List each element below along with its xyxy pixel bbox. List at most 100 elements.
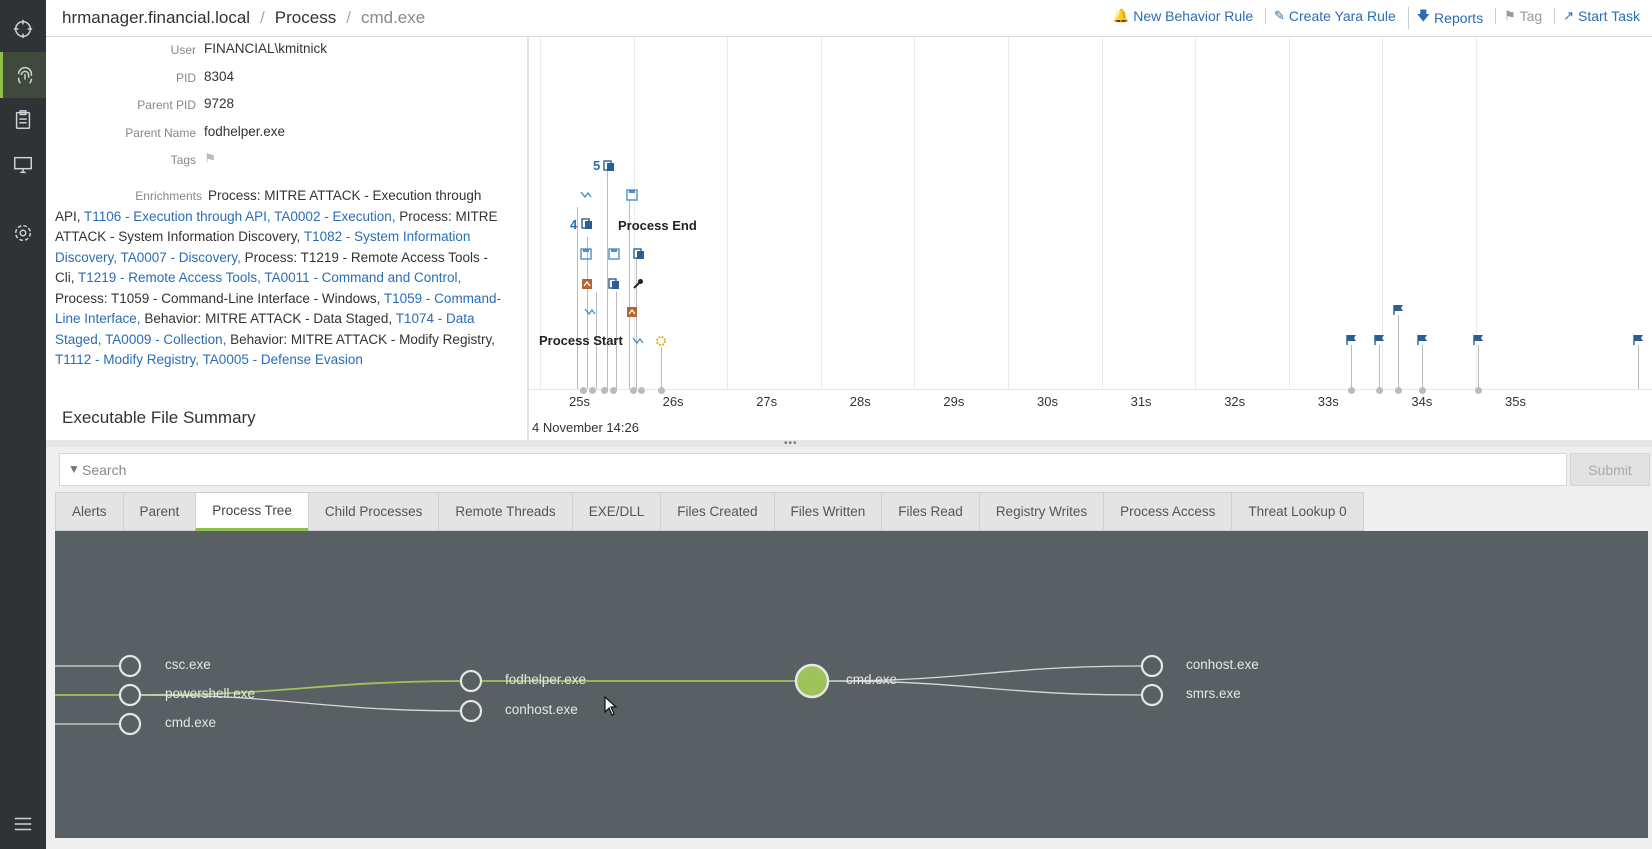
tag-button[interactable]: ⚑ Tag	[1494, 8, 1542, 24]
tab-files-created[interactable]: Files Created	[660, 492, 774, 531]
wrench-icon[interactable]	[632, 277, 644, 289]
search-input[interactable]	[82, 454, 1552, 485]
download-icon: 🡇	[1416, 8, 1431, 23]
tree-node-label[interactable]: fodhelper.exe	[505, 672, 587, 687]
event-count[interactable]: 4	[570, 217, 578, 232]
event-timeline[interactable]: 25s 26s 27s 28s 29s 30s 31s 32s 33s 34s 35s 5 4 Pr…	[529, 37, 1652, 440]
tab-files-written[interactable]: Files Written	[773, 492, 882, 531]
save-icon[interactable]	[608, 247, 620, 260]
flag-icon[interactable]	[1345, 333, 1357, 345]
flag-icon[interactable]	[1392, 303, 1404, 315]
enrichment-text: Behavior: MITRE ATTACK - Data Staged,	[144, 311, 393, 326]
enrichment-text: Process: T1219 - Remote Access Tools - C…	[55, 249, 488, 286]
submit-button[interactable]: Submit	[1570, 453, 1650, 486]
start-task-button[interactable]: ↗ Start Task	[1554, 8, 1640, 24]
event-dot[interactable]	[601, 387, 608, 394]
timeline-gridline	[633, 37, 635, 389]
tree-edge	[826, 680, 1144, 696]
process-tree[interactable]: csc.exe powershell.exe cmd.exe fodhelper…	[55, 531, 1648, 838]
flag-icon[interactable]	[1416, 333, 1428, 345]
tab-process-access[interactable]: Process Access	[1103, 492, 1232, 531]
enrichment-link[interactable]: T1112 - Modify Registry,	[55, 352, 200, 367]
panel-splitter[interactable]	[527, 37, 529, 440]
tab-remote-threads[interactable]: Remote Threads	[438, 492, 572, 531]
event-dot[interactable]	[1376, 387, 1383, 394]
event-dot[interactable]	[1419, 387, 1426, 394]
page-header: hrmanager.financial.local / Process / cmd.ex…	[46, 0, 1652, 37]
monitor-icon[interactable]	[0, 142, 46, 188]
tab-registry-writes[interactable]: Registry Writes	[978, 492, 1104, 531]
network-icon[interactable]	[632, 334, 644, 346]
enrichment-link[interactable]: TA0007 - Discovery,	[120, 249, 241, 265]
timeline-tick-label: 27s	[756, 394, 778, 409]
tree-node-label[interactable]: cmd.exe	[846, 672, 898, 687]
event-dot[interactable]	[1348, 387, 1355, 394]
menu-icon[interactable]	[0, 801, 46, 847]
event-dot[interactable]	[580, 387, 587, 394]
tree-node-label[interactable]: cmd.exe	[165, 715, 217, 730]
tab-parent[interactable]: Parent	[122, 492, 196, 531]
event-dot[interactable]	[1395, 387, 1402, 394]
new-behavior-rule-button[interactable]: 🔔 New Behavior Rule	[1113, 8, 1253, 24]
enrichment-link[interactable]: T1074 - Data Staged,	[55, 311, 475, 347]
tag-icon[interactable]: ⚑	[204, 151, 217, 166]
tab-process-tree[interactable]: Process Tree	[195, 492, 308, 531]
gear-icon[interactable]	[655, 334, 667, 346]
file-icon[interactable]	[603, 159, 615, 171]
event-dot[interactable]	[630, 387, 637, 394]
enrichment-link[interactable]: TA0002 - Execution,	[274, 208, 396, 224]
tree-node-label[interactable]: powershell.exe	[165, 686, 256, 701]
clipboard-icon[interactable]	[0, 97, 46, 143]
enrichment-link[interactable]: T1082 - System Information Discovery,	[55, 229, 471, 265]
save-icon[interactable]	[626, 188, 638, 201]
gear-icon[interactable]	[0, 210, 46, 256]
create-yara-rule-button[interactable]: ✎ Create Yara Rule	[1265, 8, 1396, 24]
breadcrumb-separator: /	[346, 8, 351, 27]
registry-icon[interactable]	[581, 277, 593, 289]
crosshair-icon[interactable]	[0, 6, 46, 52]
tree-node-label[interactable]: smrs.exe	[1186, 686, 1241, 701]
enrichment-link[interactable]: TA0009 - Collection,	[105, 331, 227, 347]
event-dot[interactable]	[638, 387, 645, 394]
file-icon[interactable]	[608, 277, 620, 289]
flag-icon[interactable]	[1373, 333, 1385, 345]
panel-resize-handle[interactable]: •••	[46, 438, 1652, 449]
save-icon[interactable]	[580, 247, 592, 260]
reports-button[interactable]: 🡇 Reports	[1407, 7, 1483, 29]
tree-node-label[interactable]: conhost.exe	[1186, 657, 1259, 672]
event-count[interactable]: 5	[593, 158, 601, 173]
tab-exe-dll[interactable]: EXE/DLL	[571, 492, 661, 531]
breadcrumb-section[interactable]: Process	[274, 8, 337, 27]
event-dot[interactable]	[1475, 387, 1482, 394]
enrichment-link[interactable]: T1059 - Command-Line Interface,	[55, 290, 501, 327]
enrichment-link[interactable]: T1219 - Remote Access Tools,	[78, 270, 261, 285]
tab-files-read[interactable]: Files Read	[881, 492, 979, 531]
event-stem	[596, 292, 597, 389]
tree-node-selected	[794, 663, 830, 699]
tree-node	[459, 669, 483, 693]
file-icon[interactable]	[581, 217, 593, 229]
grip-icon[interactable]: •••	[784, 438, 798, 449]
tree-node-label[interactable]: csc.exe	[165, 657, 211, 672]
enrichment-link[interactable]: T1106 - Execution through API,	[84, 208, 271, 224]
timeline-gridline	[1195, 37, 1197, 389]
timeline-date: 4 November 14:26	[532, 420, 639, 435]
event-dot[interactable]	[589, 387, 596, 394]
tree-edge	[826, 665, 1144, 682]
enrichment-link[interactable]: TA0005 - Defense Evasion	[202, 352, 363, 367]
event-dot[interactable]	[610, 387, 617, 394]
flag-icon[interactable]	[1472, 333, 1484, 345]
registry-icon[interactable]	[626, 305, 638, 317]
network-icon[interactable]	[584, 305, 596, 317]
tab-threat-lookup-0[interactable]: Threat Lookup 0	[1231, 492, 1364, 531]
tree-node-label[interactable]: conhost.exe	[505, 702, 578, 717]
breadcrumb-host[interactable]: hrmanager.financial.local	[62, 8, 251, 27]
flag-icon[interactable]	[1632, 333, 1644, 345]
event-dot[interactable]	[658, 387, 665, 394]
tab-alerts[interactable]: Alerts	[55, 492, 123, 531]
enrichment-link[interactable]: TA0011 - Command and Control,	[264, 270, 462, 285]
fingerprint-icon[interactable]	[0, 52, 46, 98]
file-icon[interactable]	[633, 247, 645, 259]
tab-child-processes[interactable]: Child Processes	[307, 492, 439, 531]
network-icon[interactable]	[580, 188, 592, 200]
